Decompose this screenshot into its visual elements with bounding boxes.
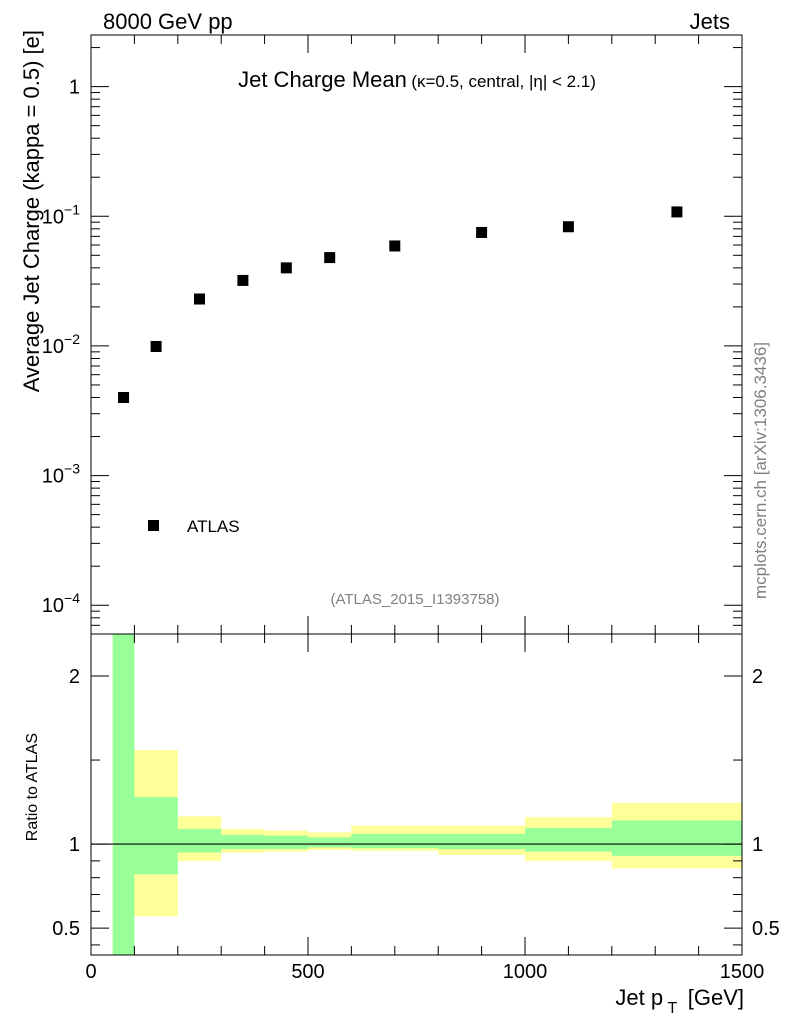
ratio-x-tick-label: 1000 (503, 961, 548, 983)
legend-label-atlas: ATLAS (187, 517, 240, 536)
ratio-band-green (351, 833, 439, 849)
main-y-tick-label: 10−3 (42, 461, 80, 488)
ratio-band-green (264, 835, 308, 850)
ratio-band-green (438, 833, 525, 850)
data-point-atlas (280, 262, 292, 274)
data-point-atlas (476, 226, 488, 238)
ratio-plot-frame (90, 633, 743, 956)
ratio-x-tick-label: 0 (85, 961, 96, 983)
main-plot: 10−410−310−210−11 Average Jet Charge (ka… (19, 30, 743, 635)
x-axis-label-main: Jet p (615, 985, 663, 1010)
tick-label-base: 10 (42, 336, 64, 358)
ratio-band-green (177, 828, 222, 853)
main-y-tick-label: 1 (69, 77, 80, 99)
main-y-axis-label: Average Jet Charge (kappa = 0.5) [e] (19, 30, 44, 392)
main-chart-title-sub: (κ=0.5, central, |η| < 2.1) (411, 72, 596, 91)
ratio-y-tick-label-left: 2 (69, 666, 80, 688)
ratio-y-tick-label-right: 0.5 (752, 918, 780, 940)
ratio-y-tick-label-left: 0.5 (52, 918, 80, 940)
header-right-label: Jets (690, 9, 730, 34)
main-y-tick-label: 10−4 (42, 590, 80, 617)
main-y-tick-label: 10−2 (42, 331, 80, 358)
ratio-x-tick-label: 500 (291, 961, 324, 983)
ratio-x-tick-label: 1500 (720, 961, 765, 983)
data-point-atlas (237, 274, 249, 286)
tick-label-base: 10 (42, 206, 64, 228)
ratio-band-green (308, 837, 352, 848)
ratio-band-green (525, 828, 612, 852)
ratio-x-axis-label: Jet p T [GeV] (615, 985, 744, 1017)
main-y-ticks: 10−410−310−210−11 (42, 35, 743, 635)
tick-label-base: 1 (69, 77, 80, 99)
tick-label-base: 10 (42, 595, 64, 617)
analysis-label: (ATLAS_2015_I1393758) (330, 591, 499, 608)
atlas-data-markers (118, 206, 683, 404)
main-y-tick-label: 10−1 (42, 201, 80, 228)
tick-label-exponent: −2 (64, 331, 80, 347)
data-point-atlas (562, 221, 574, 233)
data-point-atlas (150, 340, 162, 352)
data-point-atlas (118, 392, 130, 404)
legend-marker (148, 520, 159, 531)
data-point-atlas (194, 293, 205, 305)
tick-label-exponent: −4 (64, 590, 80, 606)
header-left-label: 8000 GeV pp (103, 9, 233, 34)
ratio-y-tick-label-right: 2 (752, 666, 763, 688)
data-point-atlas (671, 206, 683, 218)
data-point-atlas (389, 240, 401, 252)
ratio-band-green (112, 634, 135, 955)
x-axis-label-unit: [GeV] (688, 985, 744, 1010)
ratio-band-green (134, 797, 178, 875)
side-source-label: mcplots.cern.ch [arXiv:1306.3436] (751, 342, 770, 599)
legend: ATLAS (148, 517, 240, 536)
ratio-y-tick-label-left: 1 (69, 834, 80, 856)
ratio-axis-ticks: 0.5 0.5 1 1 2 2 0 500 1000 1500 (52, 634, 780, 983)
ratio-uncertainty-bands (112, 634, 742, 955)
tick-label-exponent: −3 (64, 461, 80, 477)
tick-label-exponent: −1 (64, 201, 80, 217)
main-chart-title: Jet Charge Mean (κ=0.5, central, |η| < 2… (238, 67, 596, 92)
main-plot-frame (90, 34, 743, 635)
ratio-y-tick-label-right: 1 (752, 834, 763, 856)
ratio-band-green (221, 834, 265, 850)
data-point-atlas (324, 252, 336, 264)
tick-label-base: 10 (42, 466, 64, 488)
main-chart-title-main: Jet Charge Mean (238, 67, 407, 92)
ratio-plot: 0.5 0.5 1 1 2 2 0 500 1000 1500 Ratio to ATLAS Je… (24, 633, 780, 1017)
ratio-band-green (611, 820, 742, 856)
ratio-y-axis-label: Ratio to ATLAS (24, 733, 41, 841)
x-axis-label-sub: T (668, 1000, 678, 1017)
